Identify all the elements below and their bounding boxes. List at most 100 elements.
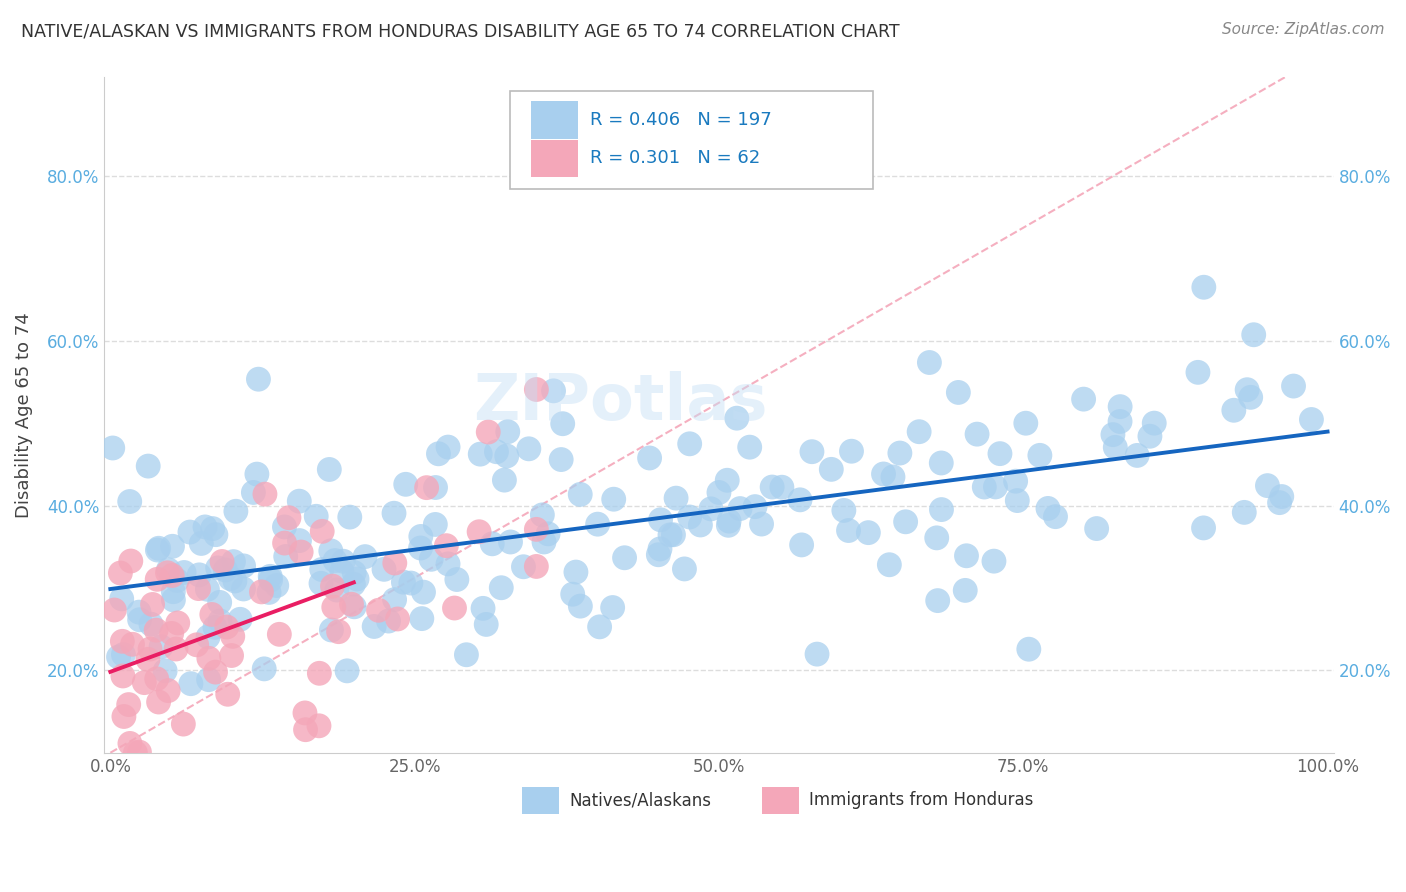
Point	[496, 425, 519, 439]
Point	[162, 584, 184, 599]
Point	[918, 355, 941, 369]
Point	[495, 449, 517, 463]
Point	[294, 706, 316, 720]
Point	[427, 447, 450, 461]
Point	[111, 634, 134, 648]
Point	[148, 695, 170, 709]
Point	[146, 543, 169, 558]
Point	[382, 506, 405, 520]
Point	[160, 568, 183, 582]
Point	[148, 541, 170, 556]
Text: R = 0.406   N = 197: R = 0.406 N = 197	[591, 111, 772, 129]
Point	[274, 549, 297, 564]
Text: Natives/Alaskans: Natives/Alaskans	[569, 791, 711, 809]
Point	[136, 652, 159, 666]
Point	[988, 447, 1011, 461]
Point	[446, 573, 468, 587]
Point	[232, 558, 254, 573]
Point	[124, 746, 146, 760]
Point	[499, 535, 522, 549]
Point	[481, 537, 503, 551]
Point	[1126, 449, 1149, 463]
Point	[569, 487, 592, 501]
Point	[665, 491, 688, 505]
Point	[879, 558, 901, 572]
Point	[983, 554, 1005, 568]
Point	[894, 515, 917, 529]
Point	[1233, 505, 1256, 519]
Point	[259, 569, 281, 583]
Point	[384, 556, 406, 570]
Point	[586, 517, 609, 532]
Point	[326, 582, 349, 597]
Point	[551, 417, 574, 431]
Point	[188, 567, 211, 582]
Point	[948, 385, 970, 400]
Point	[738, 440, 761, 454]
Point	[165, 642, 187, 657]
Point	[278, 510, 301, 524]
Point	[318, 462, 340, 476]
Point	[319, 544, 342, 558]
Point	[224, 574, 246, 588]
Point	[475, 617, 498, 632]
Point	[673, 562, 696, 576]
Point	[395, 477, 418, 491]
Point	[142, 598, 165, 612]
Point	[343, 599, 366, 614]
Point	[257, 585, 280, 599]
Point	[718, 514, 741, 528]
Point	[136, 459, 159, 474]
Point	[1109, 400, 1132, 414]
Point	[1271, 490, 1294, 504]
Point	[1085, 522, 1108, 536]
Point	[1268, 496, 1291, 510]
Point	[225, 504, 247, 518]
Point	[470, 447, 492, 461]
Point	[955, 583, 977, 598]
Point	[266, 578, 288, 592]
Point	[373, 562, 395, 576]
Point	[531, 508, 554, 522]
Point	[111, 591, 134, 606]
Point	[858, 525, 880, 540]
Point	[647, 548, 669, 562]
Point	[790, 538, 813, 552]
Y-axis label: Disability Age 65 to 74: Disability Age 65 to 74	[15, 312, 32, 518]
Point	[311, 562, 333, 576]
Point	[273, 536, 295, 550]
Point	[613, 550, 636, 565]
Point	[139, 617, 162, 632]
Point	[273, 520, 295, 534]
Point	[1143, 416, 1166, 430]
Point	[472, 601, 495, 615]
Point	[662, 528, 685, 542]
Point	[118, 698, 141, 712]
Point	[725, 411, 748, 425]
Point	[512, 559, 534, 574]
FancyBboxPatch shape	[762, 787, 799, 814]
Point	[716, 473, 738, 487]
Point	[728, 501, 751, 516]
Point	[222, 555, 245, 569]
Point	[157, 563, 180, 577]
Point	[150, 640, 173, 654]
Point	[425, 517, 447, 532]
Point	[565, 565, 588, 579]
Point	[336, 664, 359, 678]
Point	[118, 494, 141, 508]
Point	[751, 516, 773, 531]
Point	[112, 648, 135, 662]
Point	[1187, 365, 1209, 379]
Point	[328, 624, 350, 639]
Point	[955, 549, 977, 563]
Point	[253, 487, 276, 501]
Point	[966, 427, 988, 442]
Point	[533, 535, 555, 549]
Point	[1282, 379, 1305, 393]
Point	[157, 683, 180, 698]
Point	[342, 577, 364, 591]
Point	[420, 552, 443, 566]
Point	[973, 480, 995, 494]
Point	[259, 573, 281, 587]
